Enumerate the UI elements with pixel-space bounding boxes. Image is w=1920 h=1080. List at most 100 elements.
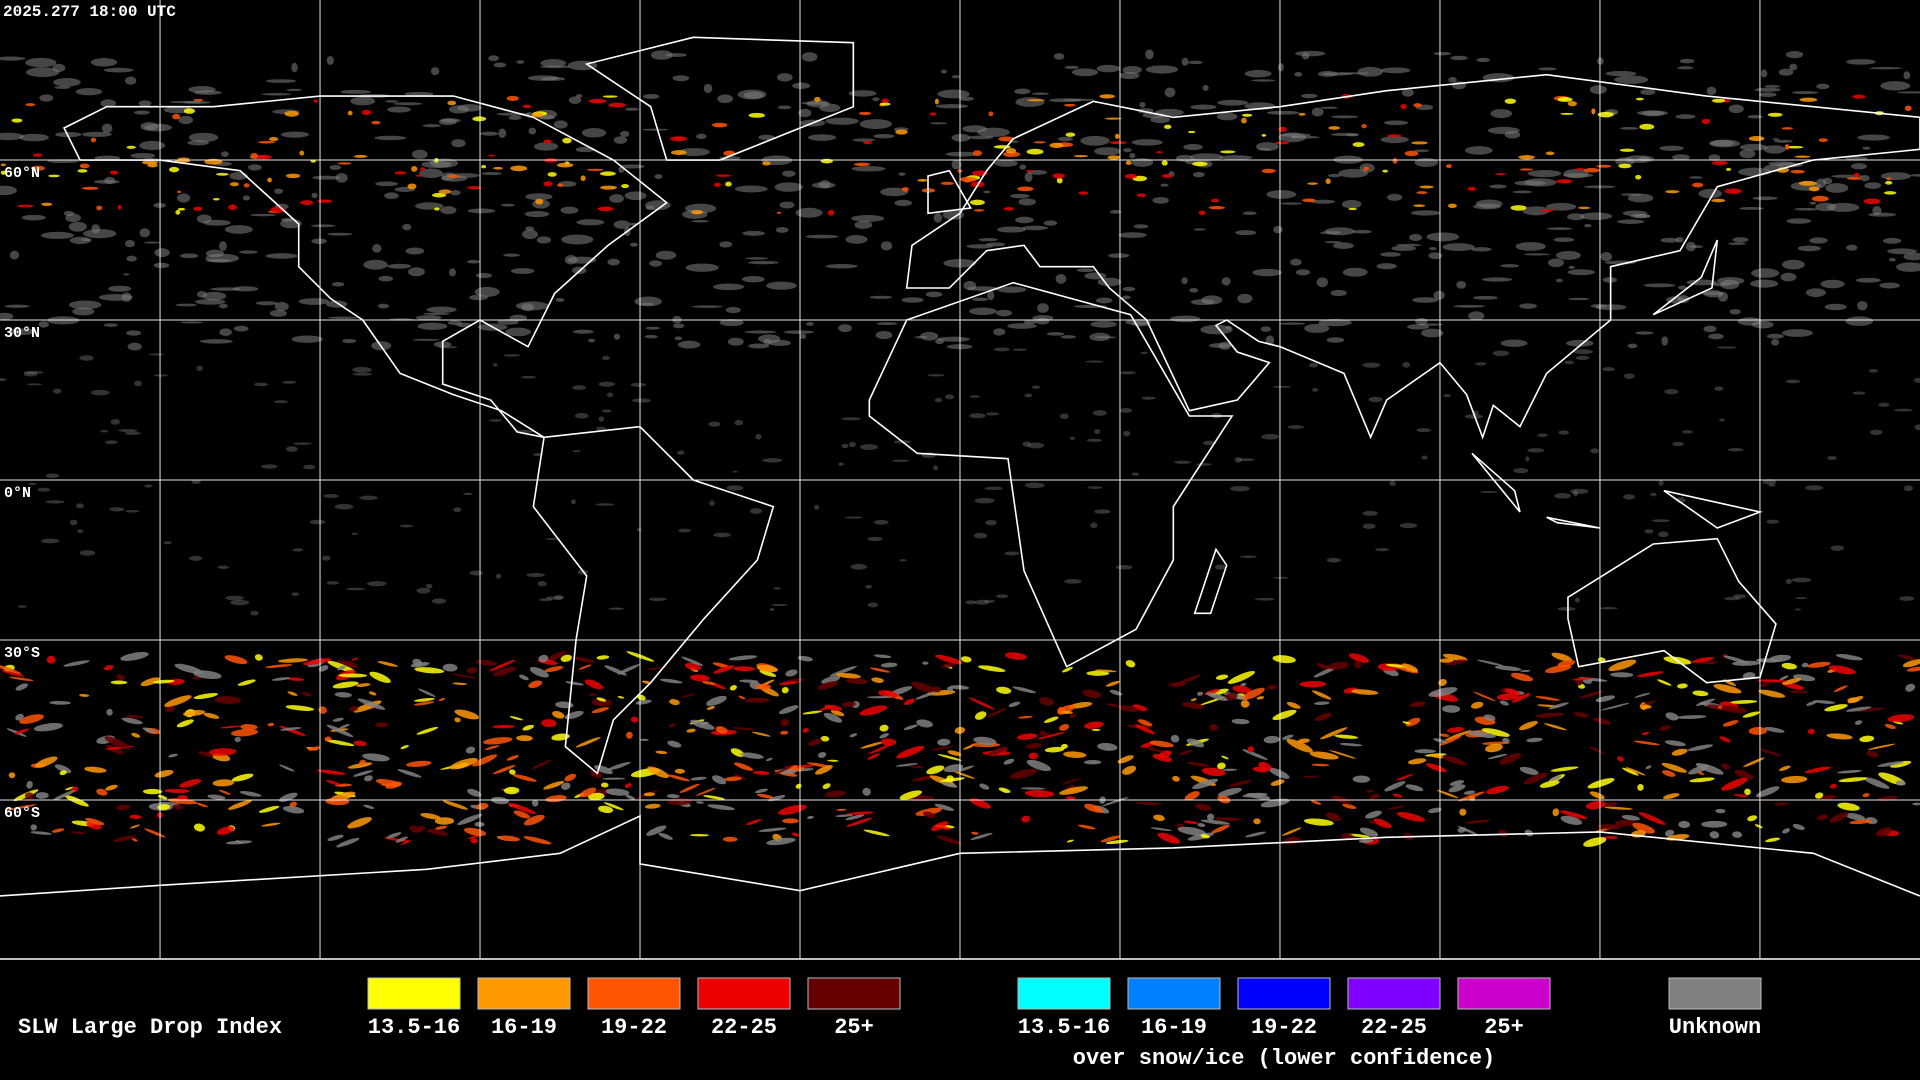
cloud <box>1136 193 1146 198</box>
cloud <box>1456 280 1467 289</box>
cloud <box>910 681 937 693</box>
cloud <box>1273 576 1289 579</box>
cloud <box>16 204 34 208</box>
cloud <box>1849 819 1872 825</box>
cloud <box>1237 293 1253 304</box>
cloud <box>289 801 297 808</box>
cloud <box>1004 551 1020 556</box>
cloud <box>1384 781 1406 792</box>
cloud <box>450 190 461 196</box>
coastline <box>1471 452 1521 513</box>
cloud <box>667 740 682 748</box>
cloud <box>1401 663 1418 673</box>
cloud <box>509 716 523 721</box>
cloud <box>1090 522 1098 529</box>
cloud <box>969 798 991 809</box>
cloud <box>1318 319 1352 327</box>
cloud <box>35 756 58 768</box>
cloud <box>679 783 700 793</box>
legend-label: 25+ <box>1484 1015 1524 1040</box>
cloud <box>584 679 604 690</box>
cloud <box>279 764 295 772</box>
cloud <box>1187 761 1210 767</box>
cloud <box>0 170 6 175</box>
cloud <box>0 312 14 320</box>
cloud <box>1797 245 1822 252</box>
cloud <box>711 122 728 128</box>
cloud <box>576 219 605 226</box>
cloud <box>23 370 44 374</box>
cloud <box>1209 723 1219 731</box>
legend-swatch <box>1127 977 1221 1010</box>
cloud <box>1794 155 1811 158</box>
cloud <box>524 210 550 218</box>
cloud <box>1358 838 1374 844</box>
cloud <box>230 599 250 606</box>
cloud <box>934 654 963 665</box>
cloud <box>153 262 170 269</box>
cloud <box>1619 126 1639 130</box>
cloud <box>1400 103 1407 110</box>
cloud <box>696 133 707 140</box>
cloud <box>397 769 422 778</box>
cloud <box>63 210 75 217</box>
cloud <box>482 737 513 745</box>
cloud <box>642 94 660 99</box>
cloud <box>1734 769 1754 780</box>
cloud <box>106 708 113 716</box>
cloud <box>690 833 710 837</box>
cloud <box>1860 175 1870 182</box>
cloud <box>1526 737 1543 743</box>
cloud <box>1061 666 1073 673</box>
cloud <box>1721 763 1731 770</box>
cloud <box>1097 742 1118 751</box>
cloud <box>1369 793 1380 800</box>
cloud <box>198 751 214 758</box>
cloud <box>1037 732 1066 740</box>
cloud <box>1813 700 1836 704</box>
cloud <box>993 328 1006 336</box>
cloud <box>846 678 868 685</box>
cloud <box>286 88 302 92</box>
cloud <box>1272 709 1297 721</box>
cloud <box>852 138 876 142</box>
cloud <box>207 794 226 800</box>
cloud <box>308 746 321 751</box>
cloud <box>969 199 985 206</box>
cloud <box>845 235 868 244</box>
cloud <box>1875 827 1892 837</box>
cloud <box>506 755 519 761</box>
cloud <box>1769 654 1792 662</box>
cloud <box>733 762 754 771</box>
cloud <box>1791 577 1812 583</box>
cloud <box>1724 596 1741 601</box>
cloud <box>172 804 184 810</box>
cloud <box>69 519 78 526</box>
cloud <box>1242 749 1268 760</box>
cloud <box>318 665 329 672</box>
cloud <box>1627 343 1638 349</box>
cloud <box>587 792 605 801</box>
cloud <box>947 686 954 692</box>
cloud <box>691 210 703 215</box>
cloud <box>79 550 96 556</box>
cloud <box>349 705 358 712</box>
cloud <box>337 665 347 671</box>
cloud <box>859 444 878 450</box>
cloud <box>1658 480 1664 486</box>
cloud <box>1153 814 1165 822</box>
cloud <box>528 127 537 135</box>
cloud <box>1732 237 1749 243</box>
cloud <box>503 354 521 357</box>
cloud <box>1194 228 1206 231</box>
cloud <box>1754 87 1781 92</box>
cloud <box>1086 438 1102 442</box>
cloud <box>30 831 52 835</box>
cloud <box>732 470 738 473</box>
cloud <box>1152 196 1169 204</box>
cloud <box>1089 332 1111 342</box>
cloud <box>1896 262 1920 272</box>
cloud <box>719 241 733 248</box>
cloud <box>467 788 482 797</box>
cloud <box>565 681 584 686</box>
